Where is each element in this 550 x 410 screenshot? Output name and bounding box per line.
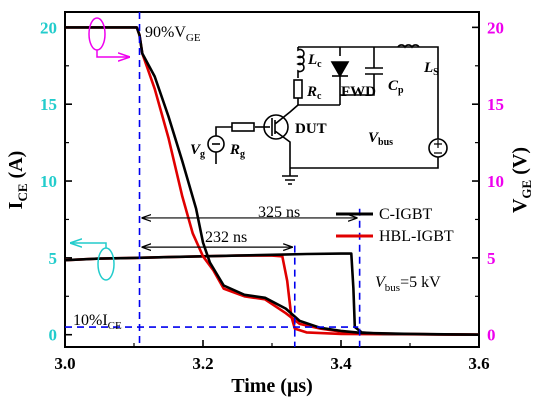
rc-resistor — [293, 79, 303, 99]
ls-inductor — [397, 44, 420, 49]
y-left-tick-label-0: 0 — [49, 326, 58, 345]
annotation-232ns: 232 ns — [205, 229, 247, 246]
x-axis-label: Time (μs) — [231, 375, 313, 397]
y-right-tick-label-1: 5 — [487, 249, 496, 268]
label-rc: Rc — [306, 84, 322, 102]
series-c-igbt-v-ge — [65, 26, 480, 336]
circuit-labels: Lc Rc FWD Cp LS DUT Vg Rg Vbus — [190, 52, 439, 160]
annotation-10-ice: 10%ICE — [73, 312, 122, 332]
legend: C-IGBT HBL-IGBT — [336, 206, 454, 245]
annotation-vbus: Vbus=5 kV — [375, 274, 441, 294]
annotation-90-vge: 90%VGE — [145, 24, 201, 44]
x-tick-label-0: 3.0 — [54, 354, 75, 373]
label-lc: Lc — [307, 52, 322, 70]
y-axis-label-right: VGE (V) — [509, 147, 534, 213]
lc-inductor — [296, 47, 305, 78]
legend-label-c-igbt: C-IGBT — [379, 206, 433, 223]
tick-layer: 3.0 3.2 3.4 3.6 0 5 10 15 20 0 5 10 15 20 — [40, 18, 504, 373]
y-axis-label-left: ICE (A) — [5, 151, 30, 210]
y-right-tick-label-0: 0 — [487, 326, 496, 345]
label-vg: Vg — [190, 142, 205, 160]
label-fwd: FWD — [341, 84, 376, 100]
guide-layer — [65, 12, 361, 347]
rg-resistor — [231, 122, 255, 132]
annotation-325ns: 325 ns — [258, 204, 300, 221]
vge-axis-indicator — [88, 17, 130, 57]
x-tick-label-2: 3.4 — [330, 354, 352, 373]
label-cp: Cp — [388, 78, 404, 96]
y-left-tick-label-3: 15 — [40, 95, 57, 114]
y-right-tick-label-2: 10 — [487, 172, 504, 191]
fwd-diode — [330, 61, 350, 78]
x-tick-label-3: 3.6 — [468, 354, 489, 373]
series-hbl-igbt-i-ce — [64, 254, 480, 336]
ice-axis-indicator — [70, 243, 115, 281]
plot-frame — [64, 11, 480, 348]
y-right-tick-label-4: 20 — [487, 18, 504, 37]
circuit-inset — [207, 44, 448, 185]
series-c-igbt-i-ce — [64, 252, 480, 336]
label-vbus: Vbus — [368, 130, 393, 148]
ground-symbol — [282, 168, 298, 185]
y-right-tick-label-3: 15 — [487, 95, 504, 114]
label-rg: Rg — [229, 142, 245, 160]
label-dut: DUT — [295, 121, 327, 137]
y-left-tick-label-2: 10 — [40, 172, 57, 191]
cp-capacitor — [365, 67, 383, 75]
y-left-tick-label-4: 20 — [40, 18, 57, 37]
y-left-tick-label-1: 5 — [49, 249, 58, 268]
label-ls: LS — [423, 60, 439, 78]
legend-label-hbl-igbt: HBL-IGBT — [379, 228, 454, 245]
x-tick-label-1: 3.2 — [192, 354, 213, 373]
